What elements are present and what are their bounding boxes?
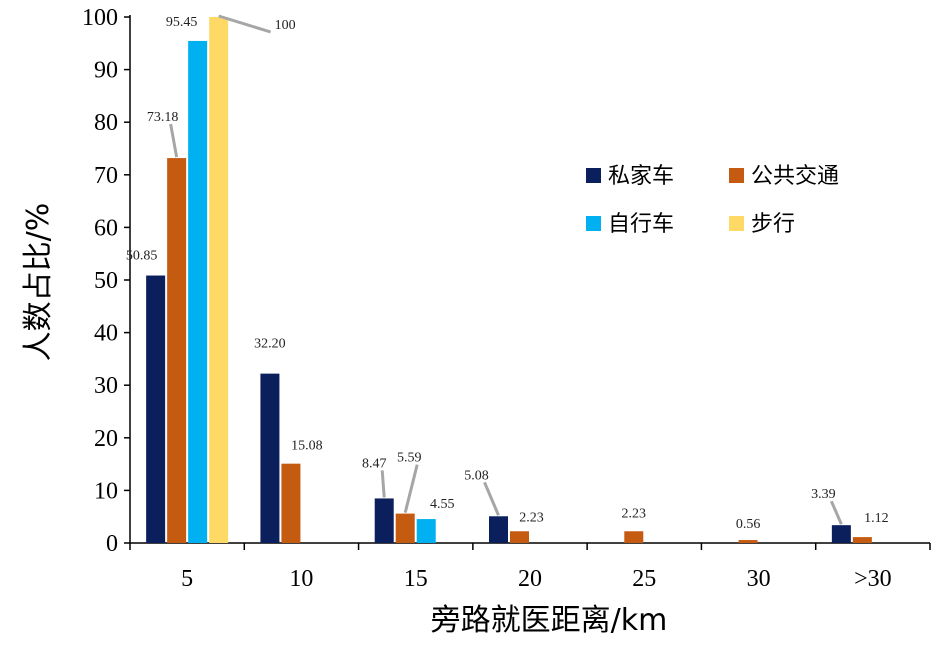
data-label: 5.08 — [464, 468, 489, 483]
y-tick-label: 100 — [82, 5, 118, 31]
bar — [416, 519, 436, 543]
x-tick-label: 10 — [289, 566, 313, 592]
x-tick-label: 30 — [747, 566, 771, 592]
x-axis-title: 旁路就医距离/km — [431, 603, 668, 638]
x-ticks: 5 10 15 20 25 30 >30 — [129, 543, 931, 592]
bar — [188, 40, 208, 544]
leader-line — [483, 481, 500, 516]
data-label: 73.18 — [147, 110, 179, 125]
bar — [624, 531, 644, 543]
legend-swatch — [729, 216, 744, 231]
y-tick-label: 50 — [94, 268, 118, 294]
data-label: 4.55 — [430, 497, 455, 512]
y-tick-label: 80 — [94, 110, 118, 136]
x-tick-label: 15 — [404, 566, 428, 592]
axes — [129, 15, 930, 544]
y-tick-label: 40 — [94, 321, 118, 347]
leader-line — [218, 14, 272, 34]
data-label: 32.20 — [254, 337, 286, 352]
y-tick-label: 10 — [94, 478, 118, 504]
legend-label: 私家车 — [608, 164, 674, 189]
y-ticks: 0 10 20 30 40 50 60 70 80 90 100 — [82, 5, 130, 557]
data-label: 0.56 — [736, 517, 761, 532]
y-tick-label: 0 — [106, 531, 118, 557]
data-label: 2.23 — [622, 506, 647, 521]
data-labels: 50.85 32.20 8.47 5.08 3.39 73.18 15.08 5.59 2.23… — [126, 15, 889, 532]
bar — [146, 275, 166, 543]
leader-line — [169, 123, 179, 158]
legend-label: 公共交通 — [751, 164, 839, 189]
y-tick-label: 20 — [94, 426, 118, 452]
legend-label: 步行 — [751, 212, 795, 237]
x-tick-label: 25 — [632, 566, 656, 592]
bars — [146, 17, 872, 544]
bar — [489, 516, 508, 543]
x-tick-label: >30 — [854, 566, 892, 592]
data-label: 3.39 — [811, 487, 836, 502]
data-label: 2.23 — [519, 510, 544, 525]
bar — [395, 513, 415, 543]
data-label: 5.59 — [397, 451, 422, 466]
legend-swatch — [586, 168, 601, 183]
leader-line — [380, 470, 386, 498]
leader-line — [403, 464, 419, 513]
bar — [510, 531, 529, 543]
leader-lines — [169, 14, 843, 525]
y-tick-label: 90 — [94, 58, 118, 84]
data-label: 1.12 — [864, 511, 889, 526]
data-label: 100 — [275, 18, 296, 33]
y-axis-title: 人数占比/% — [21, 203, 56, 362]
bar — [831, 525, 851, 543]
data-label: 95.45 — [166, 15, 198, 30]
x-tick-label: 20 — [518, 566, 542, 592]
bar — [852, 537, 872, 543]
y-tick-label: 60 — [94, 215, 118, 241]
legend-label: 自行车 — [608, 212, 674, 237]
bar — [374, 498, 394, 543]
bar — [167, 158, 187, 544]
data-label: 50.85 — [126, 249, 158, 264]
x-tick-label: 5 — [181, 566, 193, 592]
bar — [281, 463, 301, 543]
bar — [260, 373, 280, 543]
bar — [209, 17, 229, 543]
legend-swatch — [729, 168, 744, 183]
legend-swatch — [586, 216, 601, 231]
bar — [738, 540, 758, 543]
leader-line — [829, 500, 843, 525]
data-label: 8.47 — [362, 456, 387, 471]
data-label: 15.08 — [291, 439, 323, 454]
y-tick-label: 70 — [94, 163, 118, 189]
y-tick-label: 30 — [94, 373, 118, 399]
